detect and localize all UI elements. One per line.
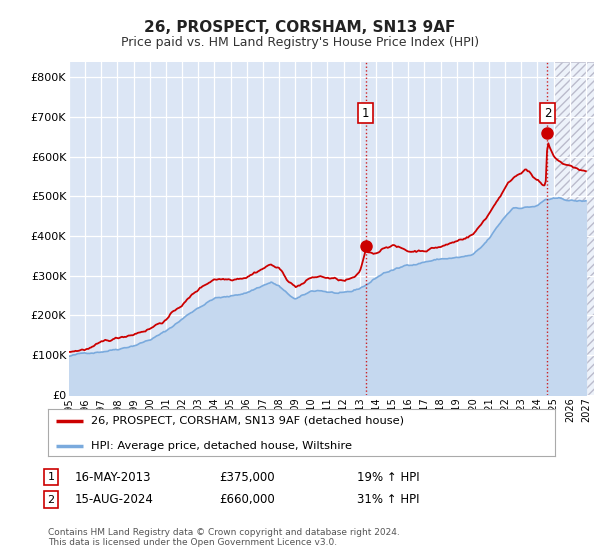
Text: 26, PROSPECT, CORSHAM, SN13 9AF (detached house): 26, PROSPECT, CORSHAM, SN13 9AF (detache… <box>91 416 404 426</box>
Text: 1: 1 <box>47 472 55 482</box>
Text: 15-AUG-2024: 15-AUG-2024 <box>75 493 154 506</box>
Bar <box>554 62 594 395</box>
Text: 26, PROSPECT, CORSHAM, SN13 9AF: 26, PROSPECT, CORSHAM, SN13 9AF <box>145 20 455 35</box>
Text: HPI: Average price, detached house, Wiltshire: HPI: Average price, detached house, Wilt… <box>91 441 352 451</box>
Text: 31% ↑ HPI: 31% ↑ HPI <box>357 493 419 506</box>
Text: 16-MAY-2013: 16-MAY-2013 <box>75 470 151 484</box>
Text: 2: 2 <box>47 494 55 505</box>
Text: Price paid vs. HM Land Registry's House Price Index (HPI): Price paid vs. HM Land Registry's House … <box>121 36 479 49</box>
Text: Contains HM Land Registry data © Crown copyright and database right 2024.
This d: Contains HM Land Registry data © Crown c… <box>48 528 400 547</box>
Text: 1: 1 <box>362 106 370 120</box>
Bar <box>554 62 594 395</box>
Text: £375,000: £375,000 <box>219 470 275 484</box>
Text: 19% ↑ HPI: 19% ↑ HPI <box>357 470 419 484</box>
Text: £660,000: £660,000 <box>219 493 275 506</box>
Text: 2: 2 <box>544 106 551 120</box>
